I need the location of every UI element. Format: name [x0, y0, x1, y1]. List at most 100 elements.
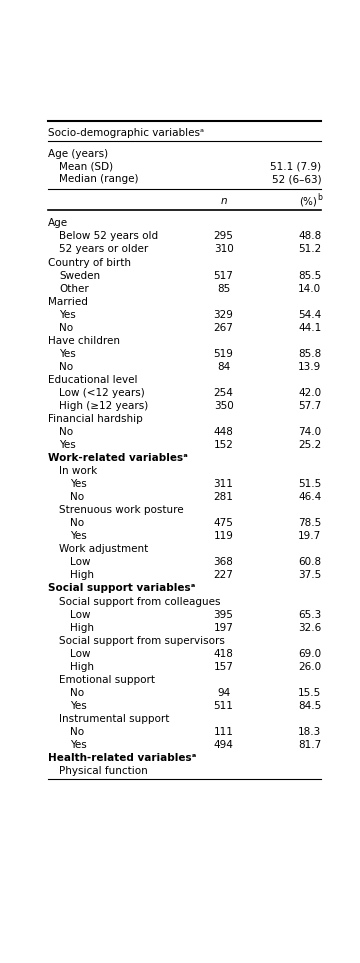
Text: 494: 494 — [213, 740, 234, 750]
Text: 295: 295 — [213, 231, 234, 242]
Text: Yes: Yes — [70, 701, 87, 711]
Text: Below 52 years old: Below 52 years old — [59, 231, 158, 242]
Text: Financial hardship: Financial hardship — [48, 414, 143, 424]
Text: 42.0: 42.0 — [298, 388, 321, 398]
Text: 74.0: 74.0 — [298, 427, 321, 437]
Text: (%): (%) — [299, 196, 317, 206]
Text: Sweden: Sweden — [59, 271, 100, 280]
Text: No: No — [70, 492, 84, 503]
Text: Yes: Yes — [70, 532, 87, 541]
Text: 197: 197 — [213, 623, 234, 633]
Text: 57.7: 57.7 — [298, 401, 321, 411]
Text: No: No — [59, 427, 73, 437]
Text: 329: 329 — [213, 310, 234, 320]
Text: 37.5: 37.5 — [298, 570, 321, 581]
Text: 52 (6–63): 52 (6–63) — [271, 174, 321, 184]
Text: Yes: Yes — [59, 349, 76, 359]
Text: Educational level: Educational level — [48, 375, 137, 385]
Text: Low: Low — [70, 649, 91, 659]
Text: 517: 517 — [213, 271, 234, 280]
Text: 25.2: 25.2 — [298, 440, 321, 450]
Text: 51.5: 51.5 — [298, 480, 321, 489]
Text: Social support variablesᵃ: Social support variablesᵃ — [48, 584, 195, 593]
Text: 111: 111 — [213, 727, 234, 737]
Text: 15.5: 15.5 — [298, 688, 321, 698]
Text: 13.9: 13.9 — [298, 362, 321, 372]
Text: Emotional support: Emotional support — [59, 675, 155, 685]
Text: 51.2: 51.2 — [298, 245, 321, 254]
Text: 157: 157 — [213, 662, 234, 671]
Text: Socio-demographic variablesᵃ: Socio-demographic variablesᵃ — [48, 128, 204, 138]
Text: High: High — [70, 570, 94, 581]
Text: 60.8: 60.8 — [298, 558, 321, 567]
Text: 519: 519 — [213, 349, 234, 359]
Text: 152: 152 — [213, 440, 234, 450]
Text: High: High — [70, 623, 94, 633]
Text: 52 years or older: 52 years or older — [59, 245, 148, 254]
Text: 54.4: 54.4 — [298, 310, 321, 320]
Text: Social support from supervisors: Social support from supervisors — [59, 636, 225, 645]
Text: Have children: Have children — [48, 336, 120, 346]
Text: 267: 267 — [213, 323, 234, 333]
Text: No: No — [59, 323, 73, 333]
Text: Yes: Yes — [70, 740, 87, 750]
Text: 119: 119 — [213, 532, 234, 541]
Text: 281: 281 — [213, 492, 234, 503]
Text: 85.5: 85.5 — [298, 271, 321, 280]
Text: 65.3: 65.3 — [298, 610, 321, 619]
Text: Low: Low — [70, 558, 91, 567]
Text: No: No — [70, 518, 84, 529]
Text: Age: Age — [48, 219, 68, 228]
Text: Work-related variablesᵃ: Work-related variablesᵃ — [48, 454, 188, 463]
Text: 32.6: 32.6 — [298, 623, 321, 633]
Text: 94: 94 — [217, 688, 230, 698]
Text: Yes: Yes — [59, 440, 76, 450]
Text: Married: Married — [48, 297, 88, 306]
Text: b: b — [317, 193, 322, 202]
Text: 69.0: 69.0 — [298, 649, 321, 659]
Text: 310: 310 — [214, 245, 233, 254]
Text: 14.0: 14.0 — [298, 284, 321, 294]
Text: 84.5: 84.5 — [298, 701, 321, 711]
Text: Health-related variablesᵃ: Health-related variablesᵃ — [48, 753, 196, 763]
Text: 18.3: 18.3 — [298, 727, 321, 737]
Text: No: No — [59, 362, 73, 372]
Text: Mean (SD): Mean (SD) — [59, 162, 113, 171]
Text: 46.4: 46.4 — [298, 492, 321, 503]
Text: Work adjustment: Work adjustment — [59, 544, 148, 555]
Text: 254: 254 — [213, 388, 234, 398]
Text: 19.7: 19.7 — [298, 532, 321, 541]
Text: Social support from colleagues: Social support from colleagues — [59, 596, 220, 607]
Text: 84: 84 — [217, 362, 230, 372]
Text: Physical function: Physical function — [59, 766, 148, 776]
Text: 227: 227 — [213, 570, 234, 581]
Text: In work: In work — [59, 466, 97, 476]
Text: 85.8: 85.8 — [298, 349, 321, 359]
Text: 475: 475 — [213, 518, 234, 529]
Text: 418: 418 — [213, 649, 234, 659]
Text: Yes: Yes — [70, 480, 87, 489]
Text: Yes: Yes — [59, 310, 76, 320]
Text: 511: 511 — [213, 701, 234, 711]
Text: Age (years): Age (years) — [48, 149, 108, 159]
Text: n: n — [220, 196, 227, 206]
Text: 448: 448 — [213, 427, 234, 437]
Text: 368: 368 — [213, 558, 234, 567]
Text: High (≥12 years): High (≥12 years) — [59, 401, 148, 411]
Text: 44.1: 44.1 — [298, 323, 321, 333]
Text: 350: 350 — [214, 401, 233, 411]
Text: High: High — [70, 662, 94, 671]
Text: 78.5: 78.5 — [298, 518, 321, 529]
Text: Other: Other — [59, 284, 89, 294]
Text: 81.7: 81.7 — [298, 740, 321, 750]
Text: Instrumental support: Instrumental support — [59, 714, 169, 724]
Text: Country of birth: Country of birth — [48, 257, 131, 268]
Text: No: No — [70, 688, 84, 698]
Text: 311: 311 — [213, 480, 234, 489]
Text: Strenuous work posture: Strenuous work posture — [59, 506, 184, 515]
Text: Low: Low — [70, 610, 91, 619]
Text: No: No — [70, 727, 84, 737]
Text: Low (<12 years): Low (<12 years) — [59, 388, 145, 398]
Text: 51.1 (7.9): 51.1 (7.9) — [270, 162, 321, 171]
Text: 85: 85 — [217, 284, 230, 294]
